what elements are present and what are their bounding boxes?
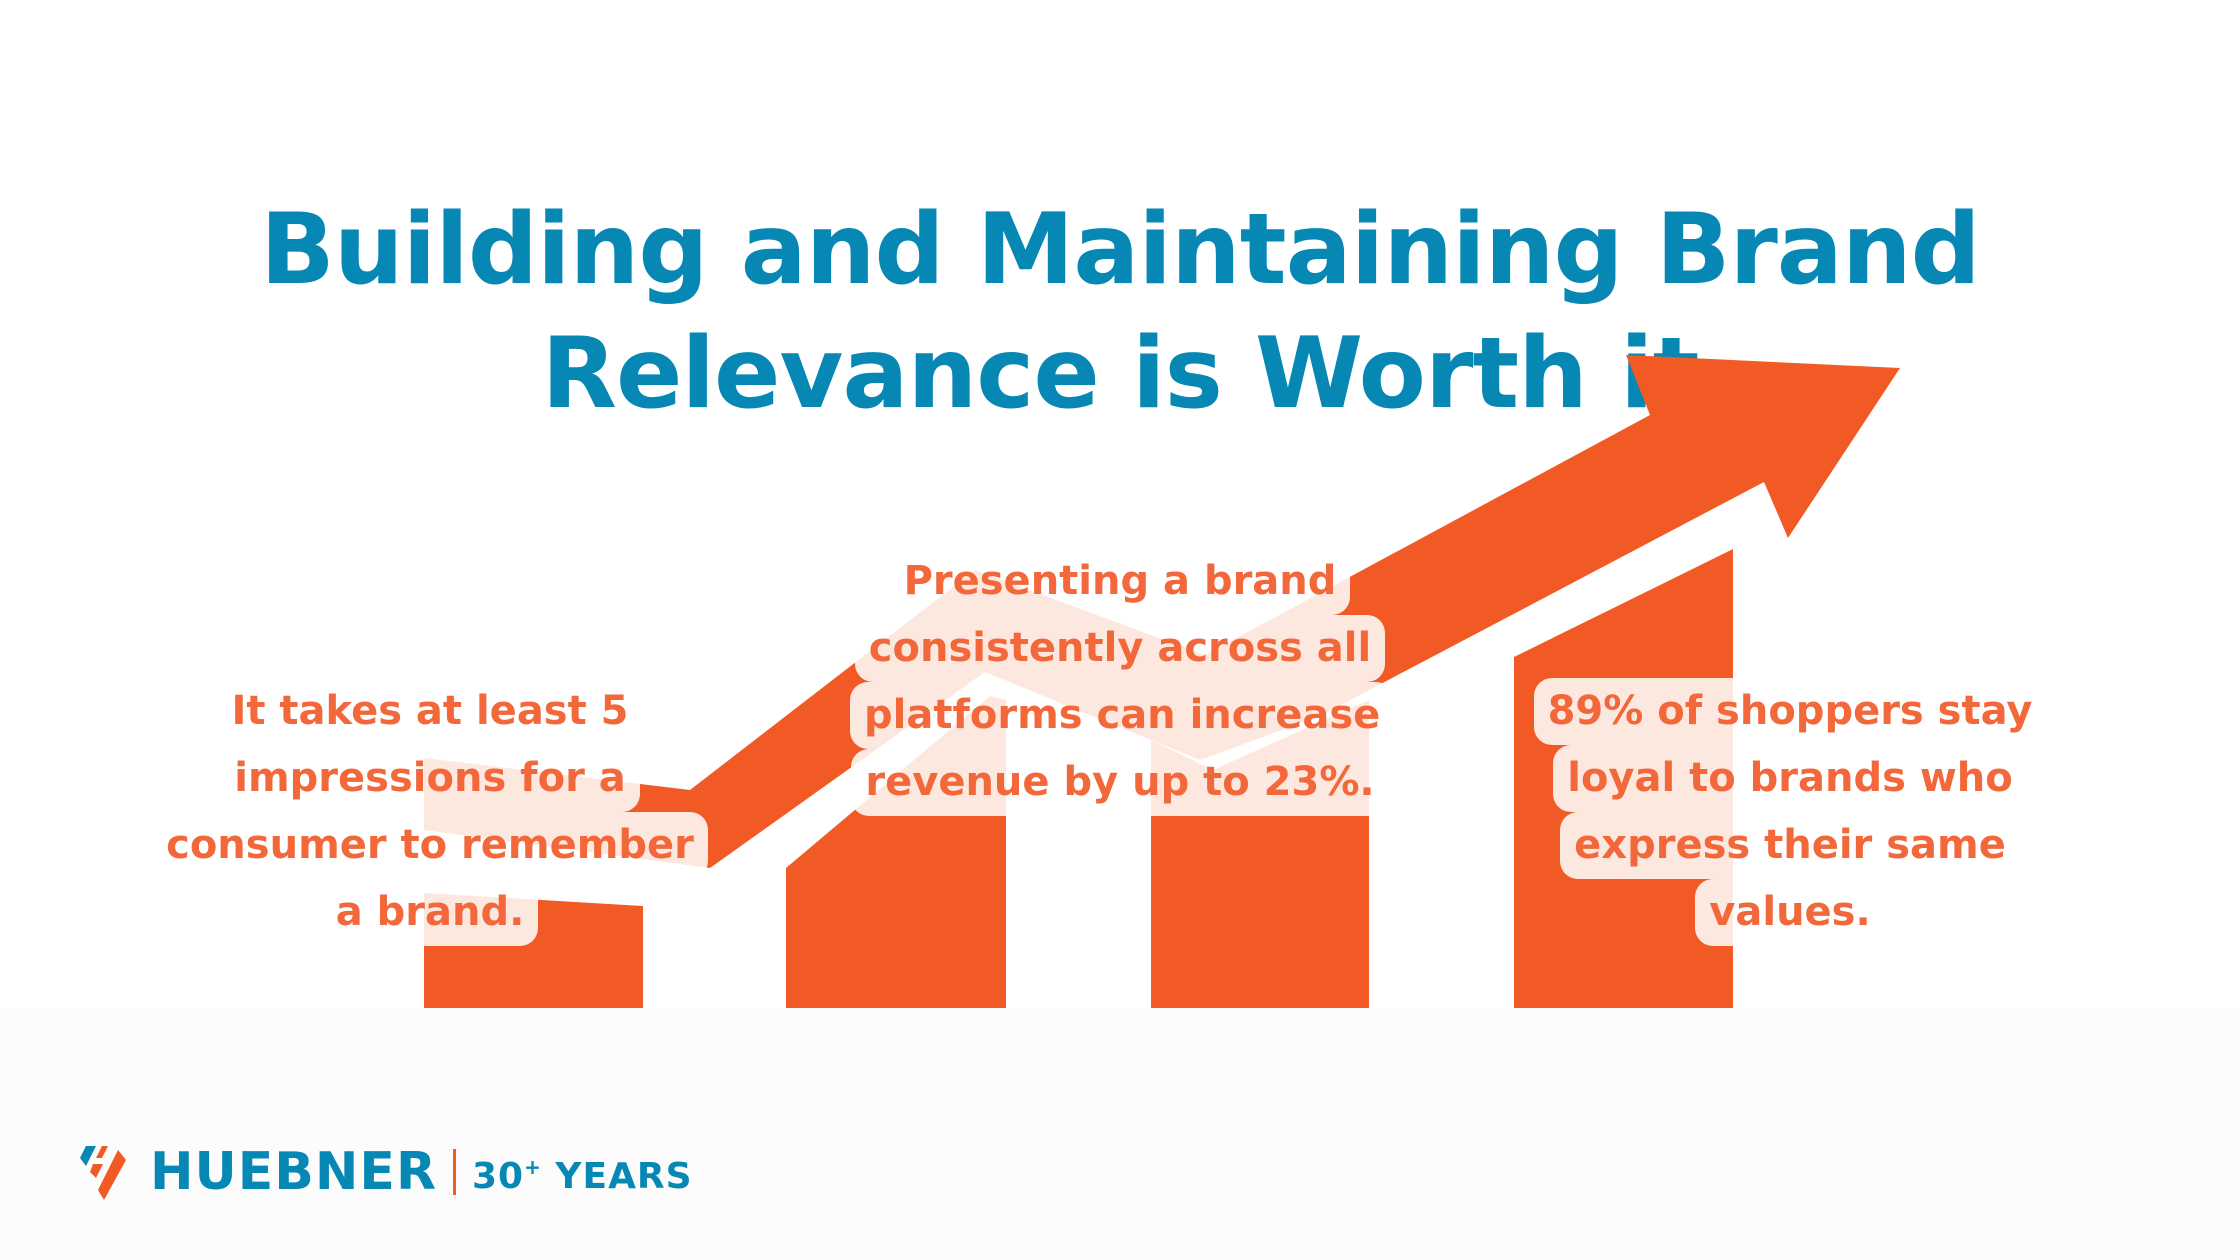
logo-divider xyxy=(452,1149,456,1195)
callout-consistency: Presenting a brand consistently across a… xyxy=(850,548,1395,816)
callout-line: loyal to brands who xyxy=(1553,745,2027,812)
arrow-icon xyxy=(424,355,1900,868)
huebner-logo: HUEBNER 30+ YEARS xyxy=(76,1140,693,1204)
callout-line: platforms can increase xyxy=(850,682,1395,749)
logo-years: 30+ YEARS xyxy=(472,1135,693,1209)
bottom-band xyxy=(0,1008,2240,1260)
callout-line: revenue by up to 23%. xyxy=(851,749,1389,816)
callout-line: 89% of shoppers stay xyxy=(1533,678,2047,745)
callout-line: values. xyxy=(1695,879,1885,946)
callout-line: It takes at least 5 xyxy=(217,678,643,745)
years-label: YEARS xyxy=(555,1156,693,1197)
callout-line: consistently across all xyxy=(854,615,1386,682)
title-line-2: Relevance is Worth it xyxy=(541,316,1700,431)
callout-loyalty: 89% of shoppers stay loyal to brands who… xyxy=(1530,678,2050,946)
callout-line: impressions for a xyxy=(220,745,640,812)
huebner-heart-h-icon xyxy=(80,1146,126,1200)
years-plus: + xyxy=(524,1155,542,1179)
callout-line: a brand. xyxy=(321,879,539,946)
logo-name: HUEBNER xyxy=(150,1142,437,1202)
callout-impressions: It takes at least 5 impressions for a co… xyxy=(150,678,710,946)
title-line-1: Building and Maintaining Brand xyxy=(260,192,1981,307)
page-title: Building and Maintaining Brand Relevance… xyxy=(0,188,2240,436)
callout-line: consumer to remember xyxy=(152,812,708,879)
years-number: 30 xyxy=(471,1156,525,1197)
callout-line: express their same xyxy=(1560,812,2020,879)
callout-line: Presenting a brand xyxy=(889,548,1351,615)
